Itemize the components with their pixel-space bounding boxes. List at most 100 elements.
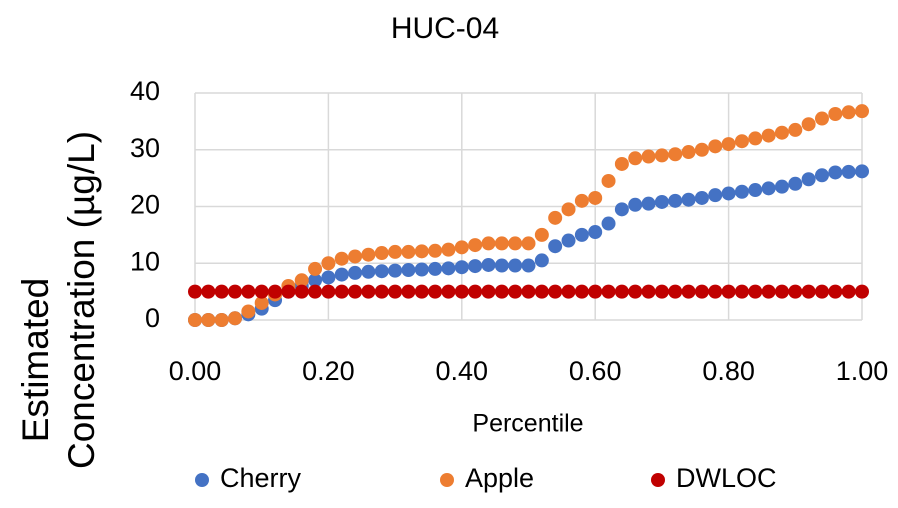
data-point bbox=[668, 193, 683, 208]
data-point bbox=[641, 196, 656, 211]
data-point bbox=[828, 106, 843, 121]
data-point bbox=[534, 227, 549, 242]
data-point bbox=[641, 284, 656, 299]
legend-label: Cherry bbox=[220, 463, 302, 493]
data-point bbox=[841, 105, 856, 120]
y-tick-label: 40 bbox=[130, 76, 160, 106]
y-tick-label: 10 bbox=[130, 246, 160, 276]
data-point bbox=[654, 284, 669, 299]
data-point bbox=[548, 284, 563, 299]
data-point bbox=[614, 202, 629, 217]
data-point bbox=[494, 284, 509, 299]
data-point bbox=[494, 258, 509, 273]
data-point bbox=[228, 284, 243, 299]
data-point bbox=[481, 236, 496, 251]
data-point bbox=[321, 284, 336, 299]
data-point bbox=[788, 122, 803, 137]
data-point bbox=[801, 117, 816, 132]
data-point bbox=[214, 313, 229, 327]
data-point bbox=[321, 270, 336, 285]
data-point bbox=[294, 273, 309, 288]
x-axis-label: Percentile bbox=[472, 410, 583, 438]
data-point bbox=[414, 244, 429, 259]
data-point bbox=[428, 261, 443, 276]
data-point bbox=[454, 260, 469, 275]
y-axis-label: Estimated bbox=[15, 278, 56, 443]
data-point bbox=[241, 284, 256, 299]
data-point bbox=[374, 264, 389, 279]
data-point bbox=[601, 216, 616, 231]
data-point bbox=[254, 284, 269, 299]
legend-label: DWLOC bbox=[676, 463, 777, 493]
data-point bbox=[441, 242, 456, 257]
data-point bbox=[588, 225, 603, 240]
data-point bbox=[348, 265, 363, 280]
data-point bbox=[734, 184, 749, 199]
data-point bbox=[468, 284, 483, 299]
data-point bbox=[774, 125, 789, 140]
data-point bbox=[508, 258, 523, 273]
data-point bbox=[628, 151, 643, 166]
data-point bbox=[574, 284, 589, 299]
data-point bbox=[521, 284, 536, 299]
data-point bbox=[761, 284, 776, 299]
data-point bbox=[734, 134, 749, 149]
data-point bbox=[374, 284, 389, 299]
data-point bbox=[574, 227, 589, 242]
data-point bbox=[508, 236, 523, 251]
y-axis-label: Concentration (µg/L) bbox=[61, 131, 102, 469]
data-point bbox=[388, 244, 403, 259]
data-point bbox=[561, 284, 576, 299]
x-tick-label: 1.00 bbox=[836, 356, 889, 386]
data-point bbox=[548, 239, 563, 254]
data-point bbox=[774, 179, 789, 194]
data-point bbox=[694, 284, 709, 299]
y-tick-label: 30 bbox=[130, 133, 160, 163]
data-point bbox=[334, 284, 349, 299]
data-point bbox=[388, 284, 403, 299]
x-tick-label: 0.80 bbox=[702, 356, 755, 386]
legend-label: Apple bbox=[465, 463, 534, 493]
chart-title: HUC-04 bbox=[391, 12, 499, 45]
data-point bbox=[348, 284, 363, 299]
data-point bbox=[268, 284, 283, 299]
x-tick-label: 0.60 bbox=[569, 356, 622, 386]
data-point bbox=[361, 247, 376, 262]
data-point bbox=[494, 236, 509, 251]
legend-marker bbox=[651, 473, 665, 487]
data-point bbox=[601, 284, 616, 299]
data-point bbox=[801, 172, 816, 187]
y-tick-label: 0 bbox=[145, 303, 160, 333]
data-point bbox=[588, 284, 603, 299]
data-point bbox=[614, 284, 629, 299]
data-point bbox=[574, 193, 589, 208]
data-point bbox=[241, 304, 256, 319]
data-point bbox=[534, 253, 549, 268]
data-point bbox=[374, 246, 389, 261]
data-point bbox=[694, 190, 709, 205]
data-point bbox=[721, 284, 736, 299]
data-point bbox=[721, 186, 736, 201]
data-point bbox=[388, 263, 403, 278]
data-point bbox=[454, 284, 469, 299]
data-point bbox=[228, 311, 243, 326]
data-point bbox=[214, 284, 229, 299]
data-point bbox=[748, 284, 763, 299]
data-point bbox=[308, 284, 323, 299]
data-point bbox=[201, 284, 216, 299]
data-point bbox=[468, 238, 483, 253]
data-point bbox=[654, 194, 669, 209]
data-point bbox=[614, 156, 629, 171]
data-point bbox=[534, 284, 549, 299]
data-point bbox=[321, 256, 336, 271]
data-point bbox=[201, 313, 216, 327]
data-point bbox=[814, 111, 829, 126]
data-point bbox=[521, 236, 536, 251]
data-point bbox=[748, 183, 763, 198]
data-point bbox=[641, 149, 656, 164]
data-point bbox=[681, 284, 696, 299]
data-point bbox=[401, 263, 416, 278]
data-point bbox=[454, 240, 469, 255]
data-point bbox=[801, 284, 816, 299]
